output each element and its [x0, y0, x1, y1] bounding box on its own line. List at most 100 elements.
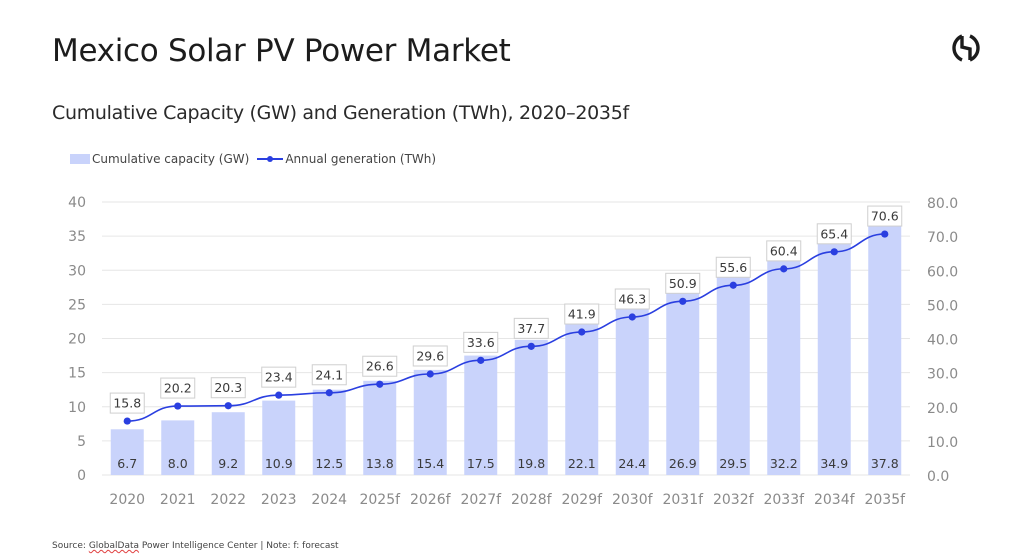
- capacity-bar: [565, 324, 599, 475]
- x-tick-label: 2024: [311, 492, 347, 508]
- generation-label-box: [513, 317, 549, 339]
- legend-label-capacity: Cumulative capacity (GW): [92, 152, 250, 166]
- generation-point-label: 60.4: [770, 243, 798, 258]
- y-left-tick-label: 20: [68, 332, 86, 348]
- generation-point-label: 55.6: [719, 260, 747, 275]
- generation-point-label: 23.4: [265, 370, 293, 385]
- generation-point-label: 37.7: [517, 321, 545, 336]
- legend-line-swatch: [257, 154, 284, 164]
- generation-label-box: [311, 364, 347, 386]
- generation-point: [527, 342, 535, 350]
- x-tick-label: 2026f: [410, 492, 452, 508]
- y-left-tick-label: 10: [68, 400, 86, 416]
- generation-point: [426, 370, 434, 378]
- generation-label-box: [463, 331, 499, 353]
- generation-label-box: [564, 303, 600, 325]
- generation-point-label: 50.9: [669, 276, 697, 291]
- legend-label-generation: Annual generation (TWh): [285, 152, 437, 166]
- capacity-bar: [716, 273, 750, 475]
- capacity-bar-label: 24.4: [618, 456, 646, 471]
- generation-point: [477, 356, 485, 364]
- legend-bar-swatch: [70, 154, 90, 164]
- generation-point-label: 33.6: [467, 335, 495, 350]
- generation-point: [628, 313, 636, 321]
- source-note: Source: GlobalData Power Intelligence Ce…: [52, 541, 339, 551]
- capacity-bar: [868, 217, 902, 475]
- generation-point: [123, 417, 131, 425]
- generation-point-label: 26.6: [366, 359, 394, 374]
- chart-title: Mexico Solar PV Power Market: [52, 33, 511, 69]
- x-axis: 2020 2021 2022 2023 2024 2025f 2026f 2027f 2028f…: [109, 492, 906, 508]
- generation-line-path: [127, 233, 885, 422]
- source-rest: Power Intelligence Center | Note: f: for…: [139, 541, 339, 551]
- x-tick-label: 2023: [261, 492, 297, 508]
- x-tick-label: 2022: [210, 492, 246, 508]
- generation-point: [679, 297, 687, 305]
- capacity-bar: [312, 389, 346, 475]
- y-right-tick-label: 60.0: [927, 264, 958, 280]
- x-tick-label: 2028f: [511, 492, 553, 508]
- capacity-bar-label: 22.1: [568, 456, 596, 471]
- y-axis-right: 0.0 10.0 20.0 30.0 40.0 50.0 60.0 70.0 80.0: [927, 196, 958, 485]
- capacity-bar-label: 12.5: [315, 456, 343, 471]
- capacity-bar-label: 34.9: [820, 456, 848, 471]
- x-tick-label: 2034f: [814, 492, 856, 508]
- capacity-bar-label: 37.8: [871, 456, 899, 471]
- x-tick-label: 2032f: [713, 492, 755, 508]
- y-axis-left: 0 5 10 15 20 25 30 35 40: [68, 195, 86, 484]
- y-left-tick-label: 30: [68, 263, 86, 279]
- capacity-bar-label: 26.9: [669, 456, 697, 471]
- source-prefix: Source:: [52, 541, 89, 551]
- x-tick-label: 2020: [109, 492, 145, 508]
- capacity-bar: [767, 255, 801, 475]
- capacity-bars: [110, 217, 902, 475]
- chart-subtitle: Cumulative Capacity (GW) and Generation …: [52, 102, 629, 124]
- capacity-bar: [817, 236, 851, 475]
- capacity-bar-label: 6.7: [117, 456, 137, 471]
- generation-point-labels: 15.8 20.2 20.3 23.4 24.1 26.6 29.6 33.6 37.7 41.9…: [109, 205, 903, 414]
- y-right-tick-label: 20.0: [927, 401, 958, 417]
- y-right-tick-label: 70.0: [927, 230, 958, 246]
- capacity-bar-label: 10.9: [265, 456, 293, 471]
- capacity-bar: [161, 420, 195, 475]
- capacity-bar: [514, 339, 548, 475]
- x-tick-label: 2035f: [864, 492, 906, 508]
- generation-label-box: [160, 377, 196, 399]
- chart-legend: Cumulative capacity (GW) Annual generati…: [70, 152, 436, 166]
- x-tick-label: 2021: [160, 492, 196, 508]
- capacity-bar-label: 15.4: [416, 456, 444, 471]
- capacity-bar-label: 9.2: [218, 456, 238, 471]
- generation-point: [881, 230, 889, 238]
- capacity-bar: [211, 412, 245, 475]
- capacity-bar-label: 19.8: [517, 456, 545, 471]
- generation-line: [123, 230, 889, 425]
- generation-point-label: 24.1: [315, 367, 343, 382]
- capacity-bar: [413, 369, 447, 475]
- y-right-tick-label: 50.0: [927, 298, 958, 314]
- generation-point: [729, 281, 737, 289]
- x-tick-label: 2025f: [359, 492, 401, 508]
- y-left-tick-label: 40: [68, 195, 86, 211]
- capacity-bar-label: 13.8: [366, 456, 394, 471]
- generation-point: [275, 391, 283, 399]
- x-tick-label: 2027f: [460, 492, 502, 508]
- generation-point: [224, 402, 232, 410]
- y-right-tick-label: 40.0: [927, 333, 958, 349]
- x-tick-label: 2030f: [612, 492, 654, 508]
- generation-label-box: [816, 223, 852, 245]
- generation-point-label: 46.3: [618, 292, 646, 307]
- generation-point-label: 29.6: [416, 348, 444, 363]
- capacity-bar-label: 8.0: [168, 456, 188, 471]
- generation-label-box: [614, 288, 650, 310]
- y-left-tick-label: 5: [77, 434, 86, 450]
- capacity-bar: [615, 308, 649, 475]
- capacity-bar: [666, 291, 700, 475]
- capacity-bar: [363, 380, 397, 475]
- generation-label-box: [109, 392, 145, 414]
- generation-point-label: 41.9: [568, 307, 596, 322]
- generation-point-label: 65.4: [820, 226, 848, 241]
- y-left-tick-label: 35: [68, 229, 86, 245]
- generation-label-box: [261, 366, 297, 388]
- capacity-bar-label: 29.5: [719, 456, 747, 471]
